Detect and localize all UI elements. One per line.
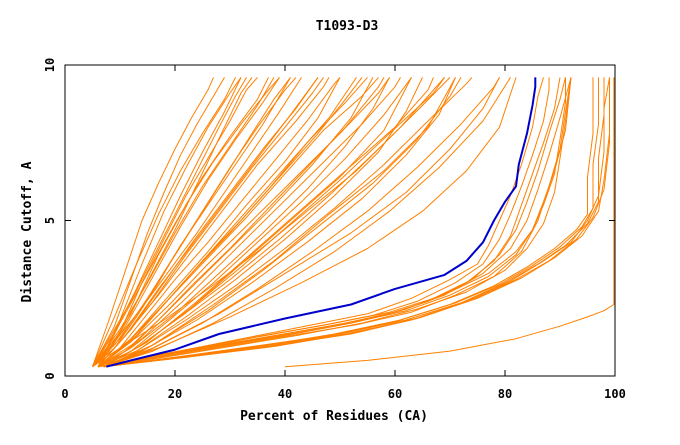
series-line-44: [97, 77, 280, 367]
x-tick-label: 60: [388, 387, 402, 401]
series-line-27: [97, 77, 280, 367]
series-line-39: [92, 77, 297, 368]
series-line-25: [92, 77, 225, 367]
series-line-9: [97, 77, 390, 368]
series-line-52: [103, 77, 572, 368]
series-line-10: [97, 77, 374, 368]
series-line-62: [284, 77, 615, 368]
series-line-61: [103, 77, 610, 368]
x-tick-label: 0: [61, 387, 68, 401]
series-line-13: [103, 77, 456, 368]
x-axis-ticks: 0 20 40 60 80 100: [61, 65, 626, 401]
highlight-series-line: [106, 77, 537, 368]
series-line-19: [97, 77, 341, 368]
y-tick-label: 5: [43, 217, 57, 224]
series-line-53: [97, 77, 572, 368]
chart-title: T1093-D3: [316, 19, 379, 34]
series-line-26: [92, 77, 258, 368]
series-line-22: [97, 77, 473, 368]
series-line-56: [103, 77, 594, 368]
series-line-1: [92, 77, 247, 367]
x-tick-label: 80: [498, 387, 512, 401]
series-line-37: [97, 77, 330, 368]
series-line-47: [97, 77, 544, 368]
series-line-43: [97, 77, 242, 367]
series-layer: [92, 77, 615, 368]
x-tick-label: 100: [604, 387, 626, 401]
series-line-51: [97, 77, 572, 368]
series-line-2: [92, 77, 242, 367]
x-tick-label: 20: [168, 387, 182, 401]
series-line-54: [103, 77, 572, 368]
series-line-59: [103, 77, 610, 368]
series-line-32: [92, 77, 214, 367]
series-line-55: [97, 77, 566, 368]
x-tick-label: 40: [278, 387, 292, 401]
series-line-57: [103, 77, 599, 368]
series-line-46: [103, 77, 517, 368]
highlight-layer: [106, 77, 537, 368]
y-axis-label: Distance Cutoff, A: [20, 161, 35, 302]
series-line-21: [97, 77, 412, 368]
series-line-33: [92, 77, 236, 367]
series-line-42: [103, 77, 451, 368]
x-axis-label: Percent of Residues (CA): [240, 409, 428, 424]
series-line-16: [103, 77, 456, 368]
y-tick-label: 0: [43, 372, 57, 379]
series-line-45: [92, 77, 445, 368]
series-line-23: [103, 77, 500, 368]
y-tick-label: 10: [43, 58, 57, 72]
series-line-40: [92, 77, 302, 368]
series-line-29: [97, 77, 357, 368]
y-axis-ticks: 0 5 10: [43, 58, 615, 380]
series-line-60: [103, 77, 610, 368]
plot-area: [92, 77, 615, 368]
series-line-41: [97, 77, 368, 368]
series-line-20: [97, 77, 385, 368]
series-line-38: [97, 77, 390, 368]
